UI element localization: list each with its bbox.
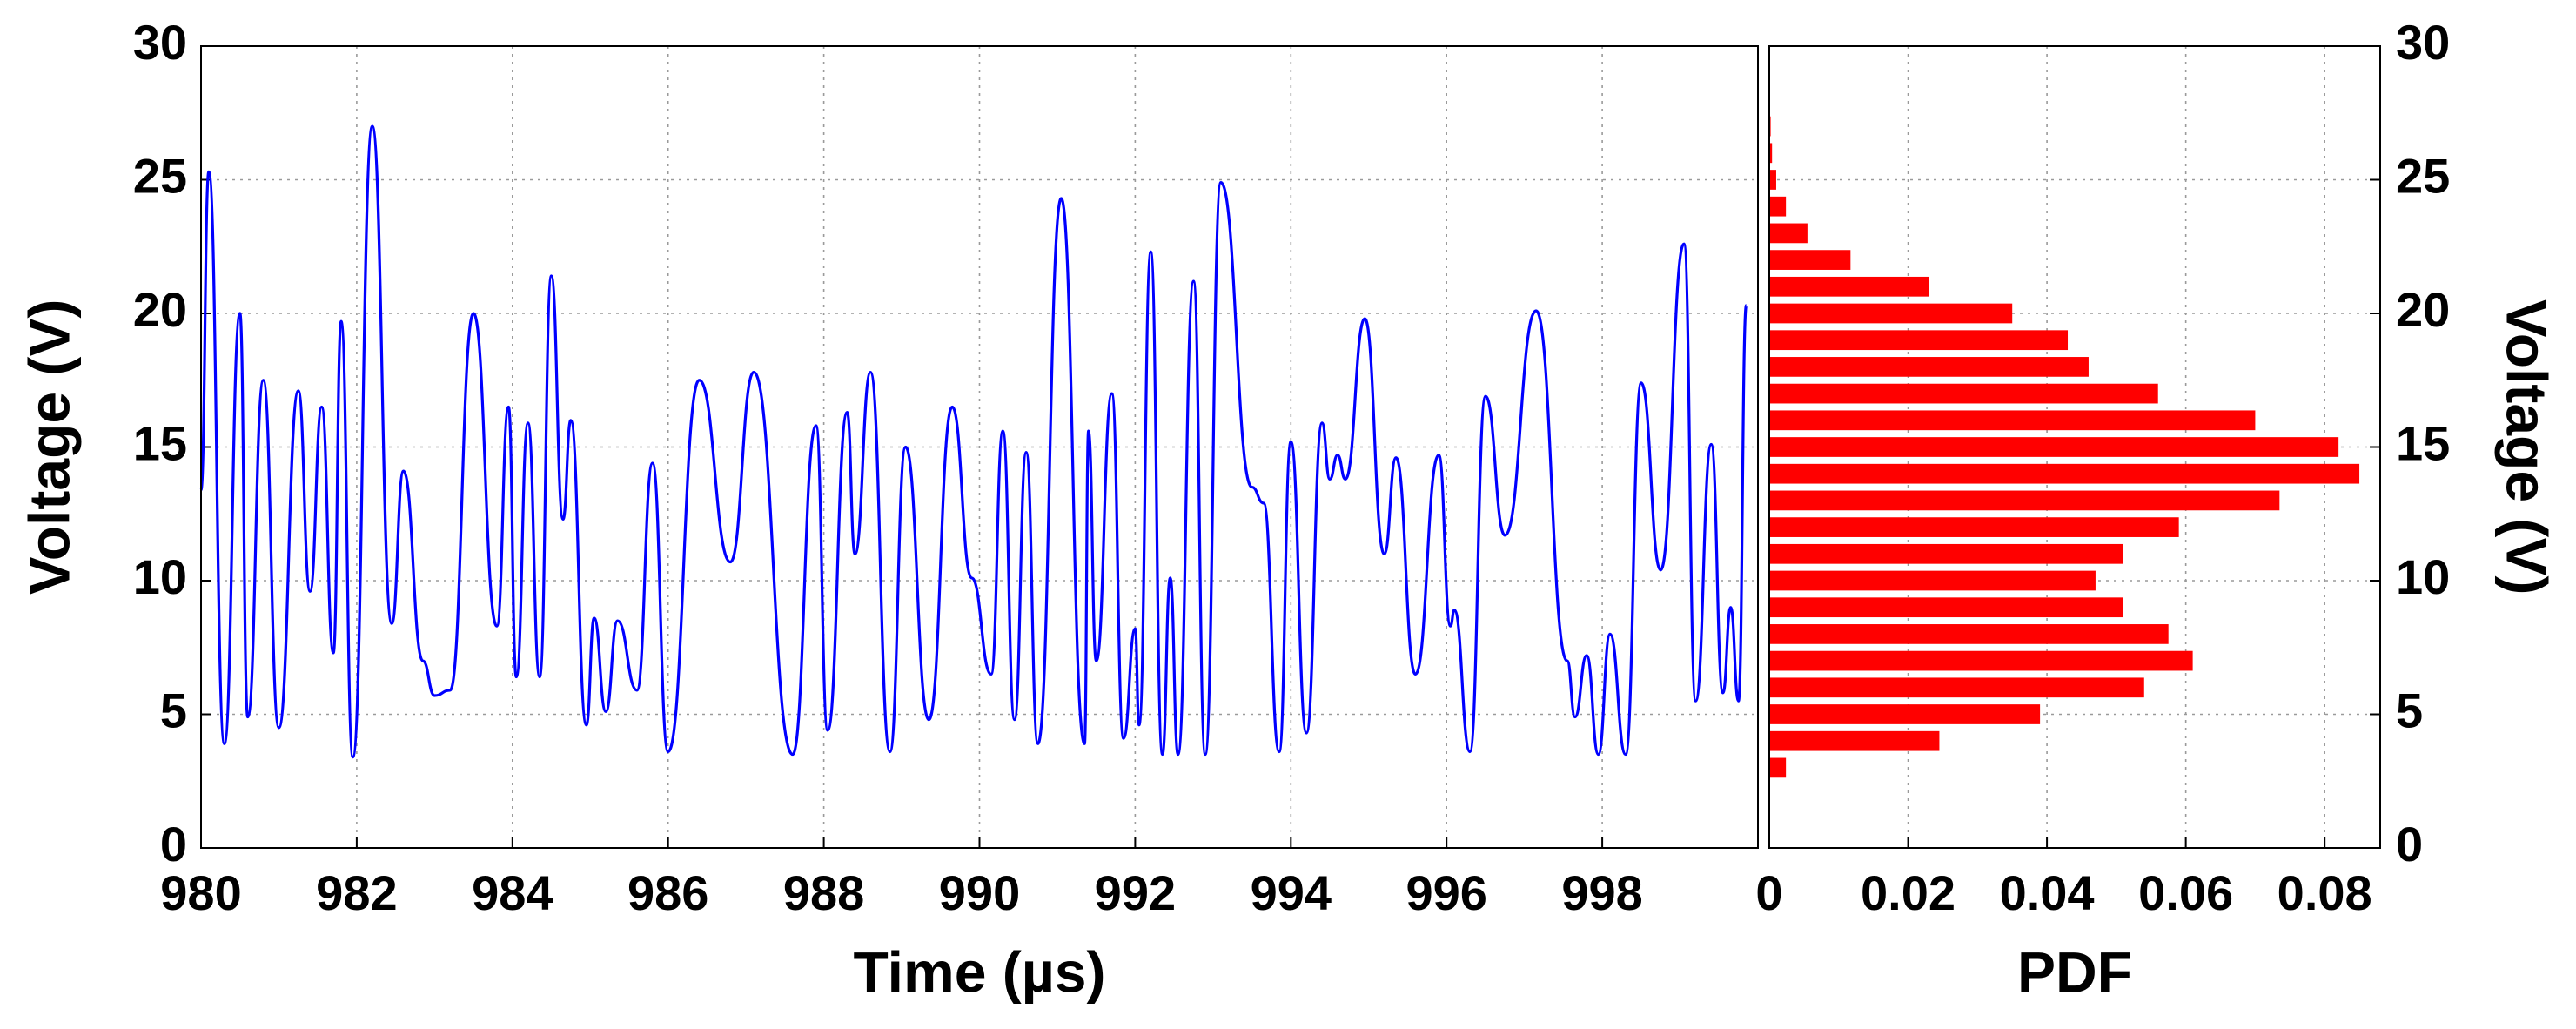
x-tick-label: 994 (1251, 865, 1332, 920)
pdf-bar (1769, 704, 2041, 724)
pdf-bar (1769, 170, 1776, 190)
x-tick-label: 984 (472, 865, 553, 920)
x-tick-label: 980 (160, 865, 241, 920)
pdf-bar (1769, 730, 1940, 751)
x-tick-label: 0.02 (1861, 865, 1955, 920)
y-tick-label: 0 (2396, 817, 2423, 871)
x-tick-label: 986 (627, 865, 708, 920)
y-tick-label: 15 (133, 415, 187, 470)
x-tick-label: 0.06 (2138, 865, 2233, 920)
y-tick-label: 25 (2396, 148, 2450, 203)
pdf-bar (1769, 597, 2123, 618)
pdf-bar (1769, 410, 2256, 431)
pdf-bar (1769, 650, 2193, 671)
x-axis-label: PDF (2017, 939, 2132, 1004)
y-tick-label: 0 (160, 817, 187, 871)
pdf-bar (1769, 570, 2096, 591)
y-axis-label: Voltage (V) (17, 299, 81, 595)
x-tick-label: 0.04 (2000, 865, 2095, 920)
y-tick-label: 30 (2396, 15, 2450, 70)
y-tick-label: 20 (133, 282, 187, 337)
plot-frame (1768, 45, 2381, 849)
y-tick-label: 25 (133, 148, 187, 203)
x-tick-label: 990 (939, 865, 1020, 920)
voltage-line (199, 124, 1748, 759)
pdf-bar (1769, 276, 1929, 297)
plot-frame (200, 45, 1759, 849)
x-tick-label: 982 (316, 865, 397, 920)
y-tick-label: 15 (2396, 415, 2450, 470)
pdf-bar (1769, 330, 2069, 351)
y-tick-label: 5 (2396, 683, 2423, 737)
pdf-bar (1769, 624, 2169, 644)
pdf-bar (1769, 223, 1808, 244)
pdf-bar (1769, 143, 1773, 164)
x-tick-label: 996 (1405, 865, 1486, 920)
x-tick-label: 0 (1755, 865, 1782, 920)
pdf-bar (1769, 303, 2013, 324)
y-tick-label: 10 (133, 549, 187, 604)
pdf-bar (1769, 463, 2360, 484)
pdf-bar (1769, 490, 2280, 511)
pdf-bar (1769, 543, 2123, 564)
x-axis-label: Time (µs) (854, 939, 1106, 1004)
x-tick-label: 992 (1095, 865, 1176, 920)
y-tick-label: 20 (2396, 282, 2450, 337)
y-tick-label: 30 (133, 15, 187, 70)
y-axis-label: Voltage (V) (2495, 299, 2559, 595)
x-tick-label: 0.08 (2277, 865, 2372, 920)
pdf-bar (1769, 250, 1851, 270)
pdf-bar (1769, 517, 2179, 537)
y-tick-label: 5 (160, 683, 187, 737)
x-tick-label: 998 (1561, 865, 1642, 920)
pdf-bar (1769, 757, 1787, 778)
pdf-bar (1769, 357, 2089, 377)
pdf-bar (1769, 383, 2158, 404)
pdf-bar (1769, 196, 1787, 217)
pdf-bar (1769, 437, 2339, 457)
x-tick-label: 988 (783, 865, 864, 920)
pdf-bar (1769, 677, 2144, 698)
y-tick-label: 10 (2396, 549, 2450, 604)
